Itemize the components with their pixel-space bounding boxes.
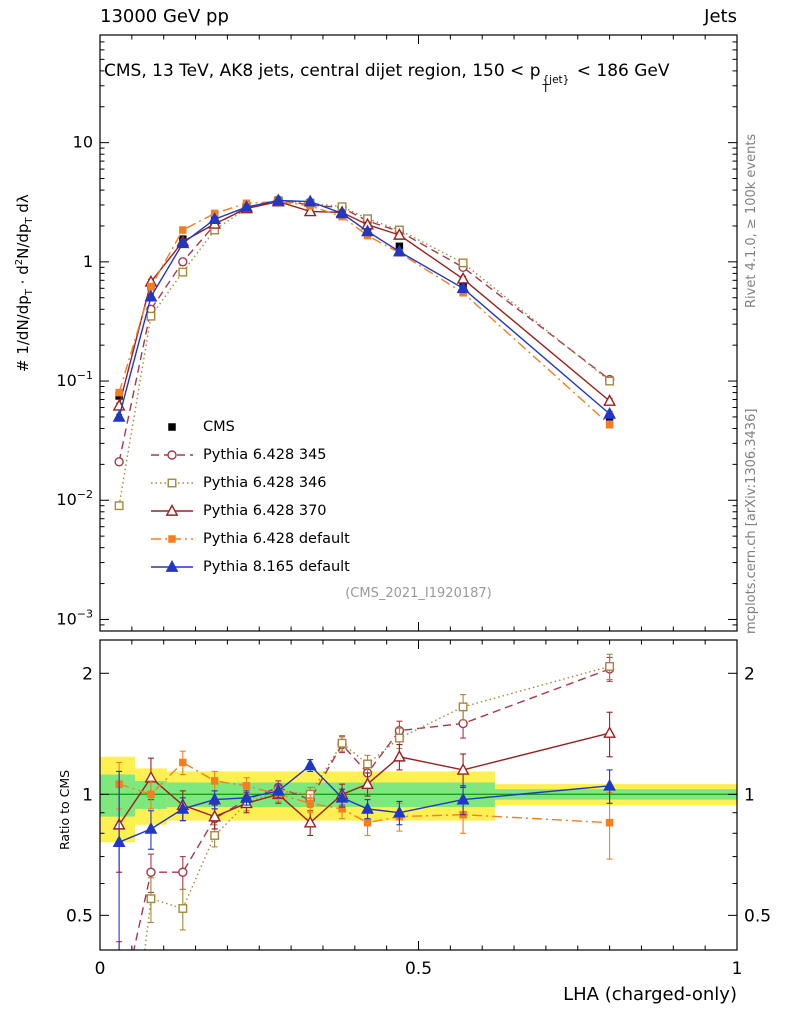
series-pythia-6-428-370 (112, 194, 617, 411)
svg-text:1: 1 (83, 252, 93, 271)
svg-text:10−1: 10−1 (56, 369, 93, 390)
svg-text:2: 2 (82, 664, 93, 684)
svg-text:0.5: 0.5 (405, 959, 432, 979)
mcplots-credit-label: mcplots.cern.ch [arXiv:1306.3436] (744, 408, 759, 634)
legend-marker-cms (168, 423, 176, 431)
legend-item-pythia-8-165-default: Pythia 8.165 default (150, 553, 350, 581)
ratio-y-axis-label: Ratio to CMS (57, 769, 72, 850)
legend-label-pythia-6-428-346: Pythia 6.428 346 (203, 475, 327, 491)
svg-text:0.5: 0.5 (66, 906, 93, 926)
svg-text:1: 1 (732, 959, 743, 979)
main-panel-series (112, 193, 617, 511)
svg-text:0.5: 0.5 (744, 906, 771, 926)
process-label: Jets (704, 6, 737, 27)
ratio-panel-series (100, 653, 737, 950)
legend-label-pythia-6-428-default: Pythia 6.428 default (203, 531, 350, 547)
plot-title-suffix: < 186 GeV (571, 61, 670, 81)
legend-label-pythia-8-165-default: Pythia 8.165 default (203, 559, 350, 575)
beam-energy-label: 13000 GeV pp (100, 6, 229, 27)
svg-text:10−3: 10−3 (56, 607, 93, 628)
legend: CMS Pythia 6.428 345 Pythia 6.428 346 Pythi… (150, 413, 350, 581)
legend-label-pythia-6-428-370: Pythia 6.428 370 (203, 503, 327, 519)
svg-text:1: 1 (744, 785, 755, 805)
svg-text:10: 10 (73, 133, 93, 152)
pt-jet-sup: {jet} (542, 74, 570, 86)
legend-item-cms: CMS (150, 413, 350, 441)
legend-item-pythia-6-428-345: Pythia 6.428 345 (150, 441, 350, 469)
plot-title: CMS, 13 TeV, AK8 jets, central dijet reg… (104, 61, 670, 94)
legend-item-pythia-6-428-370: Pythia 6.428 370 (150, 497, 350, 525)
series-pythia-8-165-default (112, 193, 617, 422)
legend-label-pythia-6-428-345: Pythia 6.428 345 (203, 447, 327, 463)
analysis-watermark: (CMS_2021_I1920187) (345, 586, 492, 601)
legend-marker-pythia-6-428-default (151, 535, 193, 543)
pt-jet-sub: T (542, 83, 549, 95)
legend-marker-pythia-6-428-370 (151, 504, 193, 516)
series-pythia-8-165-default (112, 758, 617, 950)
svg-text:0: 0 (95, 959, 106, 979)
series-pythia-6-428-346 (144, 653, 615, 950)
series-pythia-6-428-345 (116, 656, 615, 950)
svg-text:1: 1 (82, 785, 93, 805)
svg-text:10−2: 10−2 (56, 488, 93, 509)
svg-text:2: 2 (744, 664, 755, 684)
pt-jet-notation: {jet} T (542, 74, 570, 95)
legend-marker-pythia-6-428-345 (151, 450, 193, 460)
legend-marker-pythia-6-428-346 (151, 478, 193, 488)
legend-item-pythia-6-428-default: Pythia 6.428 default (150, 525, 350, 553)
axis-ticks: 0 0.5 1 10 1 10−1 10−2 10−3 2 2 1 1 0.5 0.5 (56, 35, 771, 979)
legend-marker-pythia-8-165-default (151, 560, 193, 572)
rivet-version-label: Rivet 4.1.0, ≥ 100k events (744, 133, 759, 308)
main-y-axis-label: # 1/dN/dpT · d2N/dpT dλ (14, 194, 35, 372)
x-axis-label: LHA (charged-only) (563, 984, 737, 1005)
legend-label-cms: CMS (203, 419, 235, 435)
legend-item-pythia-6-428-346: Pythia 6.428 346 (150, 469, 350, 497)
plot-title-text: CMS, 13 TeV, AK8 jets, central dijet reg… (104, 61, 541, 81)
